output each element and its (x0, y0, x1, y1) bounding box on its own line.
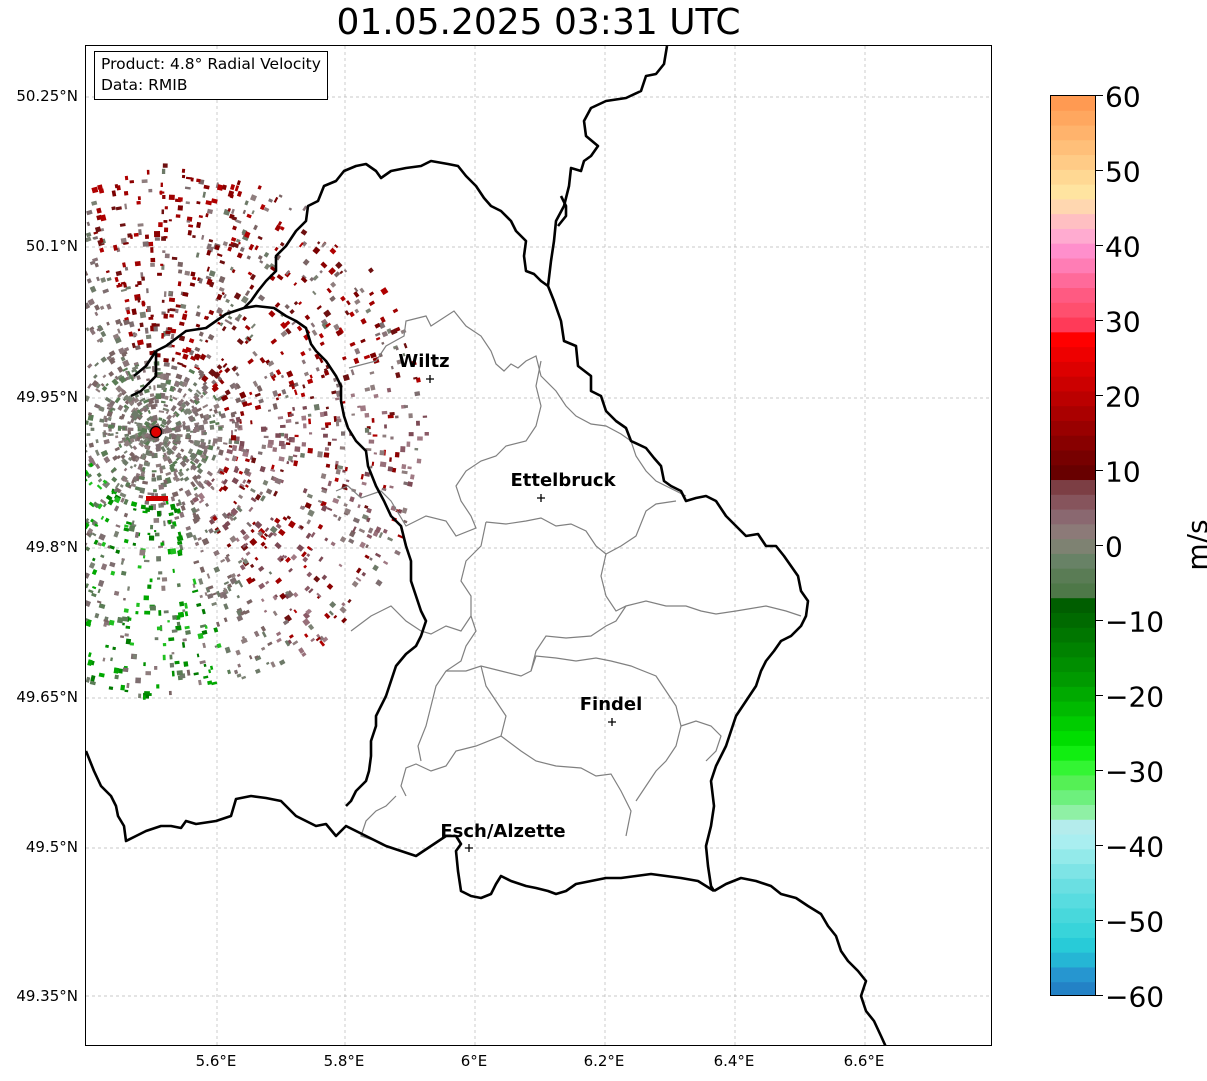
colorbar-tick-label: 30 (1105, 305, 1141, 339)
city-label-ettelbruck: Ettelbruck (510, 470, 616, 491)
velocity-colorbar (1050, 95, 1096, 996)
city-markers (426, 375, 616, 852)
colorbar-tick-label: 0 (1105, 530, 1123, 564)
radar-site-marker (149, 425, 163, 439)
lon-label: 6.4°E (713, 1052, 755, 1070)
lat-label: 49.5°N (25, 838, 78, 856)
map-canvas (86, 46, 991, 1045)
product-info-box: Product: 4.8° Radial Velocity Data: RMIB (94, 51, 328, 100)
city-label-findel: Findel (579, 694, 643, 715)
city-label-wiltz: Wiltz (398, 351, 450, 372)
product-label: Product: 4.8° Radial Velocity (101, 55, 321, 73)
lat-label: 49.8°N (25, 538, 78, 556)
radar-echoes (86, 163, 429, 700)
colorbar-tick-label: −50 (1105, 905, 1165, 939)
lon-label: 6.2°E (583, 1052, 625, 1070)
colorbar-tick-label: 10 (1105, 455, 1141, 489)
colorbar-tick-label: −60 (1105, 980, 1165, 1014)
colorbar-tick-label: 60 (1105, 80, 1141, 114)
lat-label: 49.65°N (16, 688, 78, 706)
colorbar-tick-label: 40 (1105, 230, 1141, 264)
lon-label: 6°E (460, 1052, 488, 1070)
colorbar-tick-label: 50 (1105, 155, 1141, 189)
colorbar-tick-label: −10 (1105, 605, 1165, 639)
radar-map[interactable] (85, 45, 992, 1046)
lat-label: 49.95°N (16, 388, 78, 406)
lat-label: 50.1°N (25, 237, 78, 255)
colorbar-tick-label: −30 (1105, 755, 1165, 789)
lat-label: 49.35°N (16, 987, 78, 1005)
canton-boundaries (335, 310, 802, 842)
country-borders (86, 46, 887, 1045)
lon-label: 5.6°E (195, 1052, 237, 1070)
graticule (86, 46, 991, 1045)
lon-label: 5.8°E (323, 1052, 365, 1070)
city-label-esch-alzette: Esch/Alzette (440, 821, 566, 842)
data-source-label: Data: RMIB (101, 76, 188, 94)
lat-label: 50.25°N (16, 87, 78, 105)
colorbar-tick-label: −20 (1105, 680, 1165, 714)
colorbar-tick-label: −40 (1105, 830, 1165, 864)
map-title: 01.05.2025 03:31 UTC (336, 2, 741, 43)
colorbar-unit-label: m/s (1181, 519, 1207, 571)
lon-label: 6.6°E (843, 1052, 885, 1070)
colorbar-tick-label: 20 (1105, 380, 1141, 414)
